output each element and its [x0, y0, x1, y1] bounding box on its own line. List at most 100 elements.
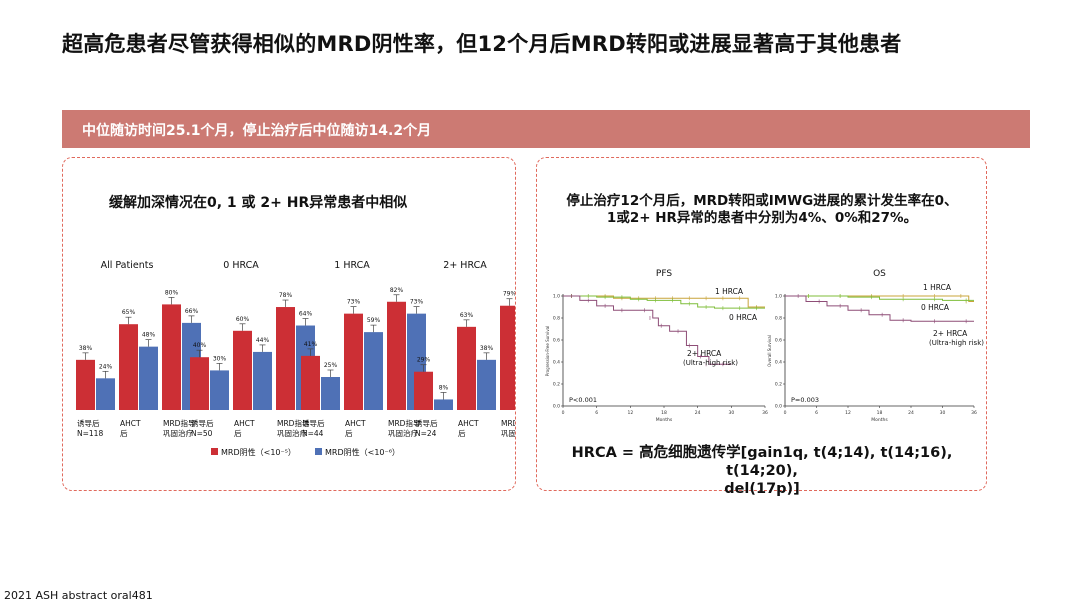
right-panel-title: 停止治疗12个月后，MRD转阳或IMWG进展的累计发生率在0、 1或2+ HR异… [545, 193, 979, 227]
series-label: 0 HRCA [921, 303, 950, 312]
x-tick-label: 18 [661, 410, 667, 416]
category-label: 巩固治疗 [277, 428, 307, 438]
x-tick-label: 36 [971, 410, 977, 416]
km-title: PFS [656, 269, 672, 279]
hrca-definition: HRCA = 高危细胞遗传学[gain1q, t(4;14), t(14;16)… [545, 444, 979, 498]
slide-title: 超高危患者尽管获得相似的MRD阴性率，但12个月后MRD转阳或进展显著高于其他患… [62, 32, 902, 56]
x-tick-label: 30 [940, 410, 946, 416]
bar-value-label: 66% [185, 308, 199, 315]
series-label: 2+ HRCA [933, 329, 968, 338]
y-tick-label: 0.4 [553, 360, 560, 366]
bar-value-label: 41% [304, 341, 318, 348]
category-label: MRD指导 [163, 418, 196, 428]
source-footnote: 2021 ASH abstract oral481 [4, 589, 153, 602]
category-label: AHCT [120, 419, 141, 428]
km-curve [785, 295, 974, 322]
bar-value-label: 25% [324, 362, 338, 369]
bar-value-label: 79% [503, 291, 515, 298]
legend-label: MRD阴性（<10⁻⁵） [221, 447, 296, 457]
km-curve [563, 295, 732, 365]
hrca-def-line1: HRCA = 高危细胞遗传学[gain1q, t(4;14), t(14;16)… [571, 445, 953, 479]
series-sublabel: (Ultra-high risk) [929, 339, 984, 347]
legend-swatch [315, 448, 322, 455]
bar-value-label: 38% [480, 345, 494, 352]
x-tick-label: 12 [845, 410, 851, 416]
bar-value-label: 73% [347, 299, 361, 306]
category-label: MRD指导 [277, 418, 310, 428]
bar [162, 304, 181, 410]
category-label: MRD指导 [388, 418, 421, 428]
y-tick-label: 0.8 [553, 316, 560, 322]
category-label: MRD指导 [501, 418, 515, 428]
x-tick-label: 24 [908, 410, 914, 416]
bar [139, 346, 158, 410]
bar [253, 351, 272, 410]
x-axis-label: Months [656, 417, 673, 423]
y-axis-label: Progression-Free Survival [545, 326, 550, 377]
y-tick-label: 1.0 [553, 294, 560, 300]
category-label: N=50 [191, 429, 213, 438]
y-tick-label: 0.0 [553, 404, 560, 410]
bar [477, 359, 496, 410]
right-title-line2: 1或2+ HR异常的患者中分别为4%、0%和27%。 [606, 210, 918, 226]
legend-swatch [211, 448, 218, 455]
y-tick-label: 0.2 [553, 382, 560, 388]
bar-value-label: 65% [122, 309, 136, 316]
left-panel-title: 缓解加深情况在0, 1 或 2+ HR异常患者中相似 [109, 195, 408, 211]
category-label: 诱导后 [77, 418, 100, 428]
group-title: 1 HRCA [334, 260, 370, 271]
bar-value-label: 29% [417, 357, 431, 364]
bar [233, 330, 252, 410]
left-panel: 缓解加深情况在0, 1 或 2+ HR异常患者中相似 All Patients 3… [62, 157, 516, 491]
category-label: 后 [120, 428, 128, 438]
bar-value-label: 73% [410, 299, 424, 306]
y-axis-label: Overall Survival [767, 335, 772, 367]
y-tick-label: 0.4 [775, 360, 782, 366]
banner-text: 中位随访时间25.1个月，停止治疗后中位随访14.2个月 [82, 123, 432, 139]
legend-label: MRD阴性（<10⁻⁶） [325, 447, 400, 457]
bar [190, 357, 209, 410]
series-sublabel: (Ultra-high risk) [683, 359, 738, 367]
category-label: 后 [458, 428, 466, 438]
group-title: All Patients [101, 260, 154, 271]
bar-value-label: 44% [256, 337, 270, 344]
category-label: N=118 [77, 429, 103, 438]
bar [457, 326, 476, 410]
bar-value-label: 40% [193, 342, 207, 349]
y-tick-label: 0.8 [775, 316, 782, 322]
bar-value-label: 8% [439, 384, 449, 391]
right-title-line1: 停止治疗12个月后，MRD转阳或IMWG进展的累计发生率在0、 [566, 193, 958, 209]
x-tick-label: 6 [595, 410, 598, 416]
x-tick-label: 30 [728, 410, 734, 416]
bar-value-label: 48% [142, 332, 156, 339]
bar-value-label: 24% [99, 363, 113, 370]
x-tick-label: 12 [627, 410, 633, 416]
x-tick-label: 0 [784, 410, 787, 416]
series-label: 1 HRCA [715, 287, 744, 296]
bar [364, 332, 383, 410]
bar-value-label: 38% [79, 345, 93, 352]
bar [321, 377, 340, 410]
bar-value-label: 80% [165, 289, 179, 296]
bar [76, 359, 95, 410]
x-tick-label: 18 [877, 410, 883, 416]
category-label: 后 [345, 428, 353, 438]
category-label: AHCT [345, 419, 366, 428]
category-label: 诱导后 [191, 418, 214, 428]
hrca-def-line2: del(17p)] [724, 481, 800, 497]
series-label: 0 HRCA [729, 313, 758, 322]
bar-value-label: 78% [279, 292, 293, 299]
bar [414, 371, 433, 410]
x-tick-label: 36 [762, 410, 768, 416]
group-title: 0 HRCA [223, 260, 259, 271]
category-label: 诱导后 [302, 418, 325, 428]
bar [301, 355, 320, 410]
y-tick-label: 0.2 [775, 382, 782, 388]
km-curve [563, 295, 765, 308]
category-label: 巩固治疗 [163, 428, 193, 438]
x-tick-label: 6 [815, 410, 818, 416]
bar [119, 324, 138, 410]
km-title: OS [873, 269, 886, 279]
bar [387, 301, 406, 410]
bar [96, 378, 115, 410]
